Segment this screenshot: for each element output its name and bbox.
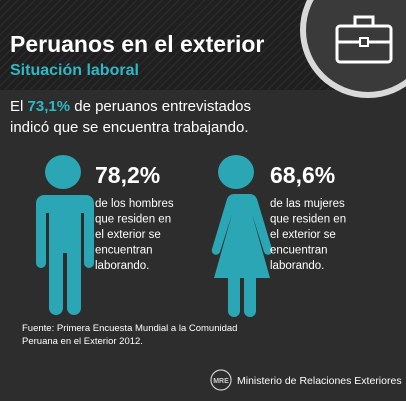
intro-line: indicó que se encuentra trabajando. [10, 119, 249, 136]
title: Peruanos en el exterior [10, 31, 264, 57]
intro-rest: de peruanos entrevistados [74, 98, 251, 115]
stat-value: 78,2% [95, 162, 160, 188]
stat-description: de las mujeres [270, 198, 345, 210]
briefcase-badge [300, 0, 406, 98]
subtitle: Situación laboral [10, 62, 139, 79]
man-icon [36, 155, 94, 315]
stat-description: encuentran [95, 245, 153, 257]
stat-description: de los hombres [95, 198, 174, 210]
stats: 78,2% de los hombres que residen en el exte… [95, 162, 346, 272]
ministry: Ministerio de Relaciones Exteriores [237, 375, 402, 387]
intro-lead: El [10, 98, 23, 115]
stat-description: el exterior se [95, 229, 161, 241]
stat-description: que residen en [95, 214, 171, 226]
intro-line: El 73,1% de peruanos entrevistados [10, 98, 251, 115]
logo: MRE [213, 378, 229, 385]
woman-icon [211, 155, 273, 317]
stat-description: laborando. [95, 260, 149, 272]
stat-description: laborando. [270, 260, 324, 272]
source-line: Peruana en el Exterior 2012. [22, 336, 143, 347]
intro-highlight: 73,1% [28, 98, 71, 115]
stat-description: encuentran [270, 245, 328, 257]
logo-ring [210, 369, 232, 391]
stat-description: que residen en [270, 214, 346, 226]
source-line: Fuente: Primera Encuesta Mundial a la Co… [22, 323, 237, 334]
stat-description: el exterior se [270, 229, 336, 241]
stat-value: 68,6% [270, 162, 335, 188]
